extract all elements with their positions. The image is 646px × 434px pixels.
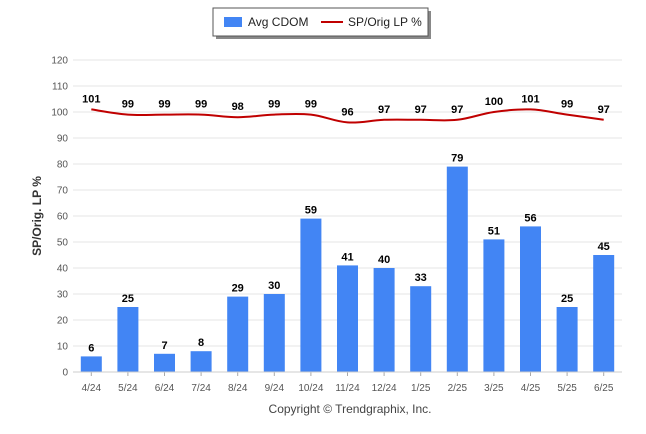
y-tick-label: 60 [57, 212, 69, 223]
x-tick-label: 9/24 [265, 383, 285, 394]
line-data-label: 99 [305, 99, 317, 111]
y-tick-label: 70 [57, 186, 69, 197]
legend-bar-swatch [224, 17, 242, 27]
bar [483, 239, 505, 372]
y-tick-label: 50 [57, 238, 69, 249]
line-data-label: 97 [378, 104, 390, 116]
line-data-label: 100 [485, 96, 503, 108]
bar-data-label: 29 [232, 283, 244, 295]
bar-data-label: 56 [524, 212, 536, 224]
y-tick-label: 120 [51, 56, 68, 67]
line-data-label: 99 [158, 99, 170, 111]
y-tick-label: 10 [57, 342, 69, 353]
x-tick-label: 8/24 [228, 383, 248, 394]
x-tick-label: 5/24 [118, 383, 138, 394]
x-tick-label: 6/24 [155, 383, 175, 394]
y-tick-label: 90 [57, 134, 69, 145]
y-tick-label: 110 [52, 82, 68, 93]
y-tick-label: 30 [57, 290, 69, 301]
bar [520, 226, 541, 372]
y-axis-label: SP/Orig. LP % [30, 176, 44, 256]
x-tick-label: 12/24 [372, 383, 397, 394]
x-tick-label: 3/25 [484, 383, 504, 394]
bar [410, 286, 432, 372]
line-series: 101 99 99 99 98 99 99 96 97 97 97 100 101 99 97 [82, 93, 610, 124]
bar-data-label: 6 [88, 342, 94, 354]
bar [227, 296, 249, 372]
y-axis-ticks: 0 10 20 30 40 50 60 70 80 90 100 110 120 [51, 56, 68, 379]
bar-data-label: 79 [451, 153, 463, 165]
bar-data-label: 41 [341, 251, 353, 263]
bar [263, 294, 285, 372]
bar [556, 307, 578, 372]
copyright-text: Copyright © Trendgraphix, Inc. [269, 402, 432, 416]
x-tick-label: 4/25 [521, 383, 541, 394]
bar-data-label: 33 [415, 272, 427, 284]
bar [190, 351, 212, 372]
y-tick-label: 40 [57, 264, 69, 275]
y-tick-label: 20 [57, 316, 69, 327]
bar [300, 218, 322, 372]
legend-box [212, 7, 429, 37]
bar-data-label: 25 [561, 293, 573, 305]
x-tick-label: 6/25 [594, 383, 614, 394]
bar [593, 255, 615, 372]
bar-data-label: 8 [198, 337, 204, 349]
x-axis-ticks: 4/24 5/24 6/24 7/24 8/24 9/24 10/24 11/24 12/24 1… [73, 371, 622, 394]
bar-data-label: 7 [161, 340, 167, 352]
x-tick-label: 5/25 [557, 383, 577, 394]
legend-bar-label: Avg CDOM [248, 15, 308, 29]
line-data-label: 97 [451, 104, 463, 116]
bar [117, 307, 139, 372]
bar-data-label: 25 [122, 293, 134, 305]
line-data-label: 101 [521, 93, 539, 105]
y-tick-label: 80 [57, 160, 69, 171]
bar-data-label: 45 [598, 241, 610, 253]
line-data-label: 99 [122, 99, 134, 111]
x-tick-label: 2/25 [448, 383, 468, 394]
line-data-label: 98 [232, 101, 244, 113]
x-tick-label: 10/24 [298, 383, 323, 394]
x-tick-label: 11/24 [335, 383, 360, 394]
bar [80, 356, 102, 372]
line-data-label: 97 [598, 104, 610, 116]
y-tick-label: 0 [62, 368, 68, 379]
x-tick-label: 4/24 [82, 383, 102, 394]
line-data-label: 97 [415, 104, 427, 116]
line-data-label: 101 [82, 93, 100, 105]
bar-data-label: 51 [488, 225, 500, 237]
bar-series: 6 25 7 8 29 30 59 41 40 33 79 51 56 25 45 [80, 153, 615, 372]
line-data-label: 99 [561, 99, 573, 111]
x-tick-label: 7/24 [191, 383, 211, 394]
bar-data-label: 59 [305, 205, 317, 217]
line-path [91, 108, 604, 124]
y-tick-label: 100 [51, 108, 68, 119]
legend-line-label: SP/Orig LP % [348, 15, 422, 29]
legend: Avg CDOM SP/Orig LP % [212, 7, 431, 39]
bar [337, 265, 358, 372]
bar [154, 353, 175, 372]
bar-data-label: 40 [378, 254, 390, 266]
x-tick-label: 1/25 [411, 383, 431, 394]
line-data-label: 99 [268, 99, 280, 111]
bar-data-label: 30 [268, 280, 280, 292]
line-data-label: 96 [341, 106, 353, 118]
line-data-label: 99 [195, 99, 207, 111]
bar [446, 166, 468, 372]
bar [373, 268, 395, 372]
